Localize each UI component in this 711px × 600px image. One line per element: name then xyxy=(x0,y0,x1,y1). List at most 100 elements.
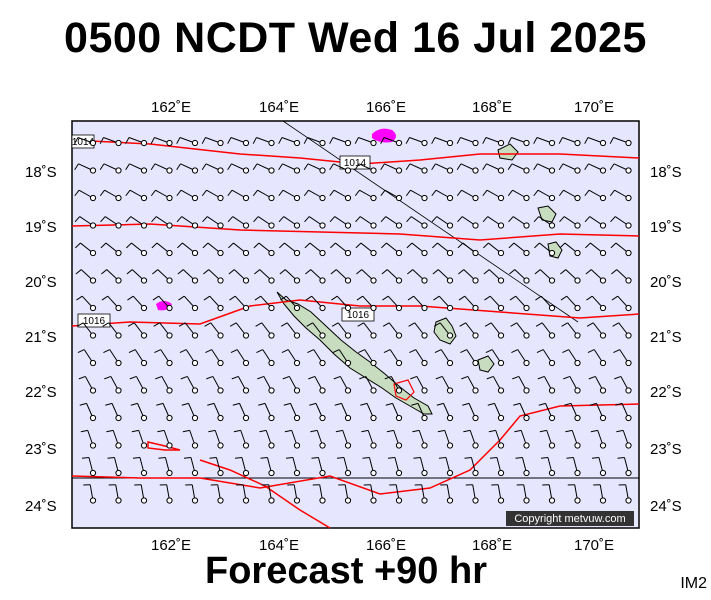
wind-barb-feather xyxy=(252,189,258,197)
wind-station xyxy=(319,249,326,257)
wind-station xyxy=(166,442,173,449)
wind-station xyxy=(319,469,326,477)
rain-patch-north xyxy=(372,128,396,143)
wind-station xyxy=(268,332,275,339)
wind-barb-feather xyxy=(256,349,263,353)
wind-station xyxy=(497,139,505,147)
isobar-1016 xyxy=(71,299,640,327)
lat-label-21-right: 21˚S xyxy=(650,329,682,346)
wind-station xyxy=(446,497,454,504)
wind-station xyxy=(115,167,122,174)
wind-barb-feather xyxy=(151,216,157,223)
wind-station xyxy=(115,414,122,422)
wind-station xyxy=(242,194,250,202)
wind-barb-feather xyxy=(458,269,465,275)
wind-station xyxy=(319,167,326,174)
wind-station xyxy=(344,332,352,339)
wind-barb-feather xyxy=(407,295,415,301)
wind-barb-feather xyxy=(482,189,488,197)
wind-station xyxy=(268,222,275,229)
wind-station xyxy=(140,359,148,367)
wind-barb-feather xyxy=(456,137,461,144)
wind-barb-feather xyxy=(609,163,615,170)
lat-label-20: 20˚S xyxy=(25,274,57,291)
wind-station xyxy=(140,442,148,449)
wind-barb-feather xyxy=(513,402,521,406)
wind-barb-feather xyxy=(280,295,287,301)
wind-station xyxy=(191,194,199,202)
wind-barb-feather xyxy=(178,295,185,301)
wind-station xyxy=(548,414,556,422)
wind-station xyxy=(472,249,479,257)
wind-barb-feather xyxy=(334,402,342,406)
wind-station xyxy=(370,442,377,449)
wind-barb-feather xyxy=(433,322,441,327)
wind-barb-feather xyxy=(75,269,82,275)
wind-station xyxy=(548,249,556,257)
wind-station xyxy=(319,442,326,449)
wind-barb-feather xyxy=(279,269,286,275)
wind-station xyxy=(523,249,530,257)
wind-barb-feather xyxy=(254,295,262,301)
wind-station xyxy=(140,497,148,504)
wind-barb-feather xyxy=(329,189,335,197)
wind-station xyxy=(191,497,199,504)
wind-barb-feather xyxy=(99,163,105,170)
wind-station xyxy=(344,249,352,257)
wind-station xyxy=(421,414,428,422)
wind-station xyxy=(599,194,607,202)
image-tag: IM2 xyxy=(680,575,707,592)
wind-station xyxy=(472,167,479,174)
wind-barb-feather xyxy=(151,242,158,249)
wind-barb-feather xyxy=(201,189,207,197)
wind-barb-feather xyxy=(458,295,466,301)
wind-barb-feather xyxy=(332,349,340,353)
wind-station xyxy=(115,442,122,449)
wind-barb-feather xyxy=(564,402,572,406)
wind-station xyxy=(319,194,326,202)
wind-station xyxy=(574,194,581,202)
copyright-text: Copyright metvuw.com xyxy=(514,513,625,525)
wind-barb-feather xyxy=(387,457,396,459)
wind-barb-feather xyxy=(329,137,334,144)
wind-station xyxy=(268,359,275,367)
wind-station xyxy=(140,387,148,394)
wind-barb-feather xyxy=(486,375,494,380)
wind-station xyxy=(166,222,173,229)
wind-station xyxy=(89,139,97,147)
isobar-label-1016-west: 1016 xyxy=(83,316,106,327)
copyright-box xyxy=(506,511,634,526)
isobar-south-closed xyxy=(147,441,181,451)
wind-barb-feather xyxy=(558,189,564,197)
wind-barb-feather xyxy=(410,375,418,380)
wind-barb-feather xyxy=(354,163,360,170)
wind-station xyxy=(395,194,403,202)
wind-barb-feather xyxy=(207,402,215,406)
wind-barb-feather xyxy=(533,137,538,144)
wind-barb-feather xyxy=(591,457,600,459)
wind-barb-feather xyxy=(385,402,393,406)
wind-barb-feather xyxy=(586,322,594,327)
wind-barb-feather xyxy=(280,322,288,327)
wind-station xyxy=(421,359,428,367)
wind-barb-feather xyxy=(508,242,515,249)
wind-station xyxy=(140,222,148,229)
wind-barb-feather xyxy=(308,375,316,380)
wind-station xyxy=(446,222,454,229)
wind-station xyxy=(115,249,122,257)
wind-barb-feather xyxy=(304,242,311,249)
wind-station xyxy=(574,332,581,339)
wind-barb-feather xyxy=(305,295,313,301)
wind-barb-feather xyxy=(206,375,214,380)
wind-station xyxy=(370,359,377,367)
wind-station xyxy=(217,332,224,339)
wind-station xyxy=(140,167,148,174)
wind-station xyxy=(344,167,352,174)
wind-station xyxy=(319,304,326,312)
wind-barb-feather xyxy=(559,242,566,249)
wind-station xyxy=(293,497,301,504)
wind-barb-feather xyxy=(435,375,443,380)
wind-station xyxy=(140,469,148,477)
wind-barb-feather xyxy=(356,269,363,275)
wind-station xyxy=(523,167,530,174)
